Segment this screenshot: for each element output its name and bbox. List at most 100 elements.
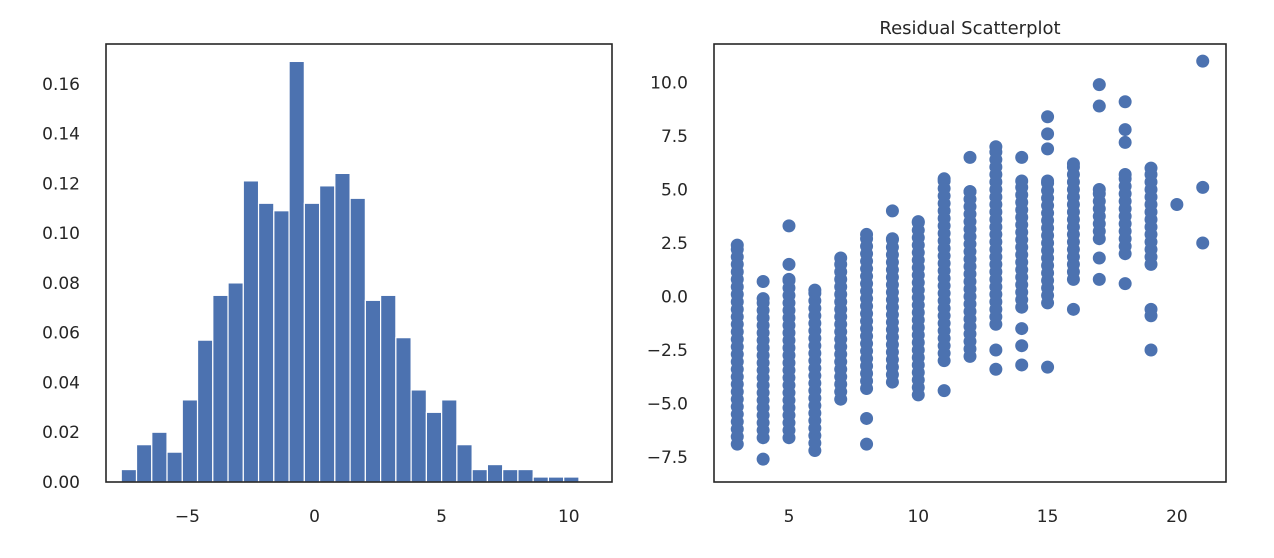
- histogram-bar: [135, 444, 153, 483]
- scatter-point: [1041, 174, 1055, 188]
- histogram-bar: [425, 411, 443, 483]
- histogram-y-tick-label: 0.02: [42, 423, 80, 443]
- scatter-panel: Residual Scatterplot 5 10 15 20 −7.5 −5.0 −2.…: [647, 18, 1227, 527]
- histogram-bar: [349, 197, 366, 483]
- histogram-bar: [303, 202, 321, 483]
- scatter-point: [989, 140, 1003, 154]
- histogram-bar: [364, 299, 382, 483]
- scatter-point: [860, 437, 874, 451]
- histogram-x-tick-label: 10: [558, 507, 580, 527]
- histogram-bar: [196, 339, 214, 483]
- scatter-point: [782, 272, 796, 286]
- scatter-y-tick-label: 5.0: [661, 181, 688, 201]
- scatter-point: [808, 283, 822, 297]
- histogram-panel: −5 0 5 10 0.00 0.02 0.04 0.06 0.08 0.10 0.12 0.14 0…: [42, 43, 613, 527]
- scatter-point: [1196, 180, 1210, 194]
- scatter-point: [756, 275, 770, 289]
- scatter-point: [963, 150, 977, 164]
- scatter-point: [1170, 197, 1184, 211]
- histogram-bar: [273, 210, 290, 483]
- scatter-point: [1066, 302, 1080, 316]
- scatter-x-tick-label: 20: [1166, 507, 1188, 527]
- scatter-point: [1196, 54, 1210, 68]
- scatter-point: [1144, 161, 1158, 175]
- histogram-bar: [166, 451, 183, 483]
- histogram-bar: [380, 294, 397, 483]
- scatter-point: [1118, 95, 1132, 109]
- scatter-point: [1015, 339, 1029, 353]
- scatter-y-tick-label: −2.5: [647, 341, 688, 361]
- scatter-title: Residual Scatterplot: [879, 18, 1060, 39]
- scatter-x-tick-label: 5: [784, 507, 795, 527]
- scatter-point: [1118, 277, 1132, 291]
- scatter-points: [730, 54, 1210, 466]
- histogram-y-tick-label: 0.00: [42, 473, 80, 493]
- scatter-point: [937, 172, 951, 186]
- scatter-point: [1092, 251, 1106, 265]
- scatter-point: [756, 292, 770, 306]
- scatter-point: [834, 251, 848, 265]
- scatter-point: [1196, 236, 1210, 250]
- scatter-point: [1041, 142, 1055, 156]
- histogram-bar: [288, 60, 305, 483]
- scatter-point: [1066, 157, 1080, 171]
- scatter-y-tick-label: −5.0: [647, 395, 688, 415]
- histogram-bar: [395, 337, 412, 483]
- scatter-point: [963, 185, 977, 199]
- scatter-point: [1144, 343, 1158, 357]
- histogram-bar: [181, 399, 199, 483]
- scatter-point: [1092, 183, 1106, 196]
- scatter-point: [1118, 135, 1132, 149]
- histogram-x-tick-label: 0: [309, 507, 320, 527]
- histogram-bar: [471, 468, 489, 483]
- histogram-x-tick-label: −5: [175, 507, 200, 527]
- scatter-x-tick-label: 10: [907, 507, 929, 527]
- histogram-y-tick-label: 0.10: [42, 224, 80, 244]
- histogram-bar: [517, 468, 534, 483]
- scatter-point: [1041, 127, 1055, 141]
- histogram-y-tick-label: 0.06: [42, 324, 80, 344]
- scatter-point: [756, 452, 770, 466]
- scatter-point: [782, 219, 796, 233]
- histogram-y-tick-label: 0.14: [42, 125, 80, 145]
- histogram-bar: [456, 444, 473, 483]
- scatter-point: [860, 227, 874, 241]
- histogram-bars: [120, 60, 580, 483]
- scatter-point: [782, 257, 796, 271]
- histogram-x-tick-label: 5: [436, 507, 447, 527]
- scatter-point: [1041, 110, 1055, 124]
- histogram-bar: [318, 185, 336, 483]
- histogram-bar: [120, 468, 138, 483]
- scatter-y-ticks: −7.5 −5.0 −2.5 0.0 2.5 5.0 7.5 10.0: [647, 74, 688, 469]
- scatter-x-tick-label: 15: [1037, 507, 1059, 527]
- histogram-bar: [212, 294, 229, 483]
- scatter-point: [911, 215, 925, 229]
- histogram-frame: [105, 43, 613, 483]
- scatter-frame: [713, 43, 1227, 483]
- scatter-point: [1118, 168, 1132, 182]
- scatter-y-tick-label: 0.0: [661, 288, 688, 308]
- histogram-bar: [151, 431, 168, 483]
- scatter-point: [1092, 272, 1106, 286]
- scatter-y-tick-label: 10.0: [650, 74, 688, 94]
- histogram-bar: [334, 172, 351, 483]
- histogram-bar: [242, 180, 260, 483]
- scatter-point: [989, 362, 1003, 376]
- scatter-point: [1144, 302, 1158, 316]
- scatter-x-ticks: 5 10 15 20: [784, 507, 1188, 527]
- scatter-point: [860, 411, 874, 425]
- scatter-point: [1041, 360, 1055, 374]
- histogram-y-tick-label: 0.12: [42, 174, 80, 194]
- scatter-point: [1015, 150, 1029, 164]
- scatter-point: [730, 238, 744, 252]
- histogram-bar: [257, 202, 275, 483]
- scatter-y-tick-label: 7.5: [661, 127, 688, 147]
- histogram-bar: [227, 282, 244, 483]
- scatter-point: [989, 343, 1003, 357]
- scatter-point: [885, 204, 899, 218]
- scatter-point: [1015, 174, 1029, 188]
- histogram-x-ticks: −5 0 5 10: [175, 507, 580, 527]
- histogram-y-tick-label: 0.04: [42, 374, 80, 394]
- histogram-y-tick-label: 0.08: [42, 274, 80, 294]
